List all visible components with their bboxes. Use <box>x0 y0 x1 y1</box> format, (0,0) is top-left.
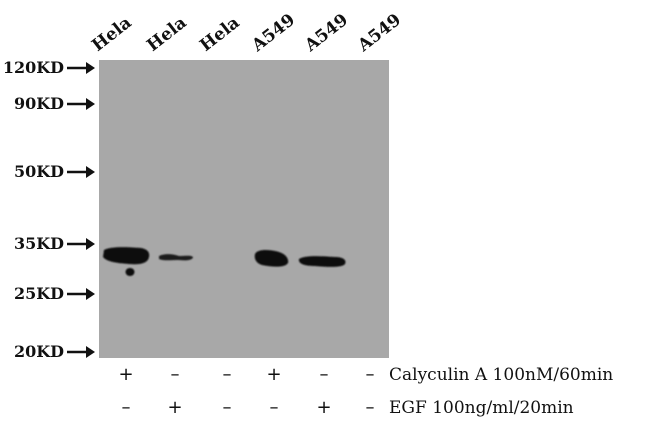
lane-label-6: A549 <box>354 10 405 56</box>
lane-label-4: A549 <box>248 10 299 56</box>
marker-35kd: 35KD <box>0 234 96 254</box>
sign-lane-5: – <box>319 364 329 385</box>
right-arrow-icon <box>67 288 95 300</box>
treatment-label: Calyculin A 100nM/60min <box>389 365 614 385</box>
marker-120kd: 120KD <box>0 58 96 78</box>
sign-lane-5: + <box>316 397 332 418</box>
blot-bands <box>103 247 346 276</box>
sign-lane-6: – <box>365 364 375 385</box>
lane-label-3: Hela <box>196 12 244 56</box>
lane-label-2: Hela <box>143 12 191 56</box>
right-arrow-icon <box>67 238 95 250</box>
marker-label: 50KD <box>13 162 64 181</box>
band-lane-2 <box>159 254 193 261</box>
lane-label-5: A549 <box>301 10 352 56</box>
marker-20kd: 20KD <box>0 342 96 362</box>
sign-lane-4: – <box>269 397 279 418</box>
marker-label: 25KD <box>13 284 64 303</box>
right-arrow-icon <box>67 62 95 74</box>
treatment-label: EGF 100ng/ml/20min <box>389 398 574 418</box>
sign-lane-3: – <box>222 364 232 385</box>
marker-label: 120KD <box>2 58 64 77</box>
sign-lane-2: – <box>170 364 180 385</box>
sign-lane-2: + <box>167 397 183 418</box>
sign-lane-6: – <box>365 397 375 418</box>
marker-50kd: 50KD <box>0 162 96 182</box>
right-arrow-icon <box>67 166 95 178</box>
marker-90kd: 90KD <box>0 94 96 114</box>
band-lane-5 <box>298 256 346 267</box>
sign-lane-3: – <box>222 397 232 418</box>
sign-lane-1: – <box>121 397 131 418</box>
blot-membrane <box>99 60 389 358</box>
band-lane-4 <box>254 249 289 267</box>
marker-label: 35KD <box>13 234 64 253</box>
marker-label: 90KD <box>13 94 64 113</box>
right-arrow-icon <box>67 346 95 358</box>
lane-label-1: Hela <box>88 12 136 56</box>
right-arrow-icon <box>67 98 95 110</box>
marker-25kd: 25KD <box>0 284 96 304</box>
marker-label: 20KD <box>13 342 64 361</box>
band-lane-1 <box>103 247 150 276</box>
sign-lane-4: + <box>266 364 282 385</box>
sign-lane-1: + <box>118 364 134 385</box>
